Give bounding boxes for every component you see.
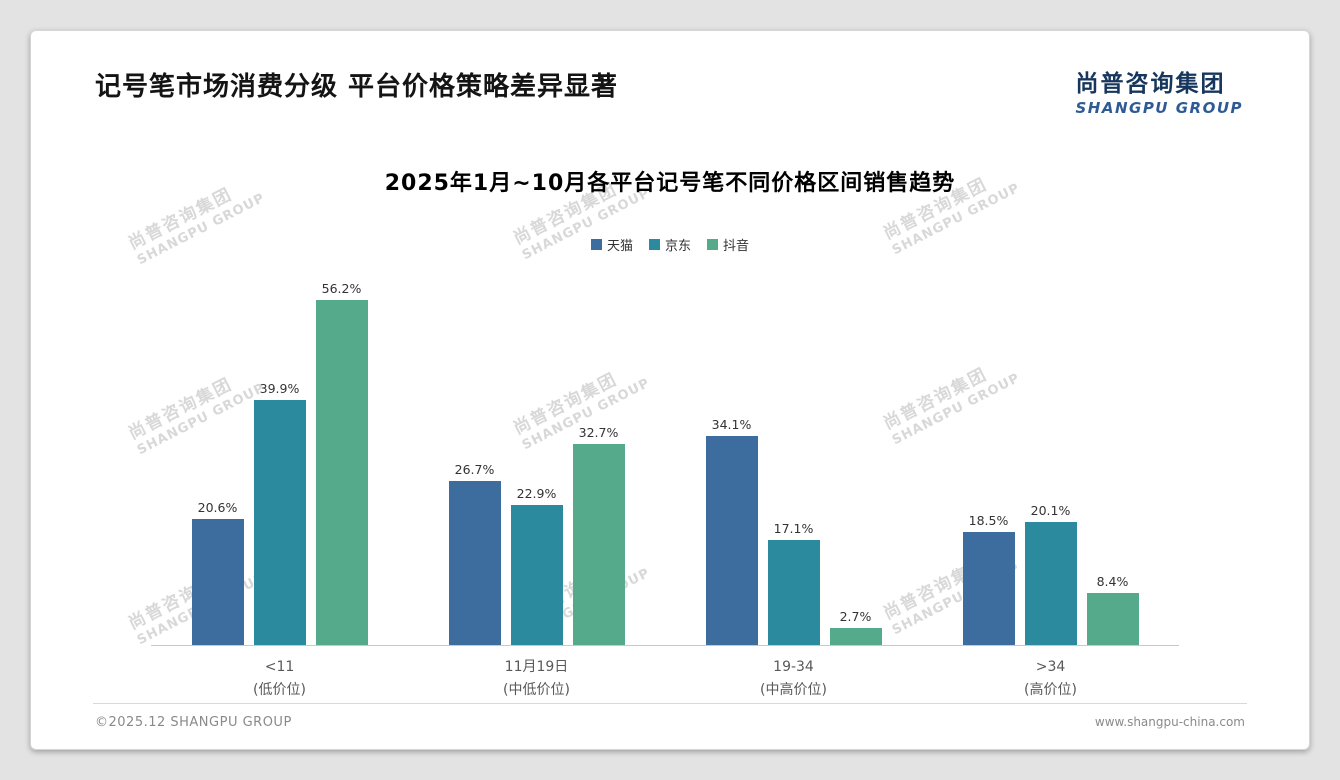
bar-group-3: 34.1% 17.1% 2.7% <box>705 416 882 645</box>
bar-抖音-1 <box>315 299 368 645</box>
bar-京东-2 <box>510 504 563 645</box>
footer-website: www.shangpu-china.com <box>1094 715 1245 729</box>
bar-value-label: 22.9% <box>516 485 557 501</box>
x-axis-label-2: 11月19日 (中低价位) <box>447 656 627 704</box>
chart-title: 2025年1月~10月各平台记号笔不同价格区间销售趋势 <box>384 170 956 196</box>
bar-value-label: 20.1% <box>1030 502 1071 518</box>
bar-wrap: 20.6% <box>191 499 244 645</box>
bar-京东-3 <box>767 539 820 645</box>
x-axis-sublabel: (中高价位) <box>760 682 827 699</box>
x-axis-label-1: <11 (低价位) <box>190 656 370 704</box>
bar-value-label: 8.4% <box>1096 573 1129 589</box>
x-axis-sublabel: (高价位) <box>1024 682 1077 699</box>
bar-天猫-2 <box>448 480 501 645</box>
x-axis-label-4: >34 (高价位) <box>961 656 1141 704</box>
bar-抖音-3 <box>829 627 882 645</box>
x-axis-sublabel: (低价位) <box>253 682 306 699</box>
bar-wrap: 8.4% <box>1086 573 1139 645</box>
bar-京东-1 <box>253 399 306 645</box>
bar-天猫-3 <box>705 435 758 645</box>
bar-value-label: 39.9% <box>259 380 300 396</box>
x-axis-category: >34 <box>1035 658 1066 675</box>
bar-wrap: 18.5% <box>962 512 1015 645</box>
bar-wrap: 32.7% <box>572 424 625 645</box>
bar-value-label: 26.7% <box>454 461 495 477</box>
bar-wrap: 2.7% <box>829 608 882 645</box>
bar-group-2: 26.7% 22.9% 32.7% <box>448 424 625 645</box>
legend-label: 抖音 <box>723 238 750 254</box>
bar-天猫-1 <box>191 518 244 645</box>
bar-value-label: 2.7% <box>839 608 872 624</box>
bar-抖音-4 <box>1086 592 1139 645</box>
bar-value-label: 34.1% <box>711 416 752 432</box>
x-axis-category: 19-34 <box>773 658 814 675</box>
legend-item-天猫: 天猫 <box>590 235 633 254</box>
logo-cn-text: 尚普咨询集团 <box>1075 71 1226 97</box>
bar-value-label: 17.1% <box>773 520 814 536</box>
bar-抖音-2 <box>572 443 625 645</box>
bar-天猫-4 <box>962 531 1015 645</box>
slide-footer: ©2025.12 SHANGPU GROUP www.shangpu-china… <box>93 703 1247 749</box>
x-axis-sublabel: (中低价位) <box>503 682 570 699</box>
legend-item-京东: 京东 <box>648 235 691 254</box>
plot-area: 20.6% 39.9% 56.2% 26.7% 22.9% 32.7% 34.1% 17.1%… <box>151 278 1179 646</box>
bar-wrap: 39.9% <box>253 380 306 645</box>
x-axis-labels: <11 (低价位) 11月19日 (中低价位) 19-34 (中高价位) >34 (高价位) <box>151 656 1179 704</box>
slide-header: 记号笔市场消费分级 平台价格策略差异显著 尚普咨询集团 SHANGPU GROU… <box>31 31 1309 117</box>
bar-value-label: 56.2% <box>321 280 362 296</box>
legend-label: 京东 <box>664 238 691 254</box>
chart-legend: 天猫 京东 抖音 <box>31 235 1309 254</box>
bar-value-label: 32.7% <box>578 424 619 440</box>
legend-item-抖音: 抖音 <box>707 235 749 254</box>
slide-card: 尚普咨询集团 SHANGPU GROUP 尚普咨询集团 SHANGPU GROUP 尚普… <box>30 30 1310 750</box>
x-axis-category: <11 <box>264 658 295 675</box>
bar-chart: 2025年1月~10月各平台记号笔不同价格区间销售趋势 天猫 京东 抖音 20.6%… <box>31 165 1309 704</box>
x-axis-label-3: 19-34 (中高价位) <box>704 656 884 704</box>
bar-value-label: 18.5% <box>968 512 1009 528</box>
bar-value-label: 20.6% <box>197 499 238 515</box>
bar-wrap: 20.1% <box>1024 502 1077 645</box>
bar-京东-4 <box>1024 521 1077 645</box>
footer-copyright: ©2025.12 SHANGPU GROUP <box>95 715 292 730</box>
x-axis-category: 11月19日 <box>504 658 569 675</box>
legend-label: 天猫 <box>606 238 633 254</box>
bar-wrap: 22.9% <box>510 485 563 645</box>
bar-wrap: 34.1% <box>705 416 758 645</box>
bar-group-4: 18.5% 20.1% 8.4% <box>962 502 1139 645</box>
legend-swatch <box>648 238 660 250</box>
bar-wrap: 17.1% <box>767 520 820 645</box>
bar-wrap: 56.2% <box>315 280 368 645</box>
legend-swatch <box>590 238 602 250</box>
page-title: 记号笔市场消费分级 平台价格策略差异显著 <box>95 72 619 102</box>
bar-wrap: 26.7% <box>448 461 501 645</box>
logo-en-text: SHANGPU GROUP <box>1075 98 1243 117</box>
bar-group-1: 20.6% 39.9% 56.2% <box>191 280 368 645</box>
company-logo: 尚普咨询集团 SHANGPU GROUP <box>1075 71 1243 117</box>
legend-swatch <box>707 238 718 250</box>
